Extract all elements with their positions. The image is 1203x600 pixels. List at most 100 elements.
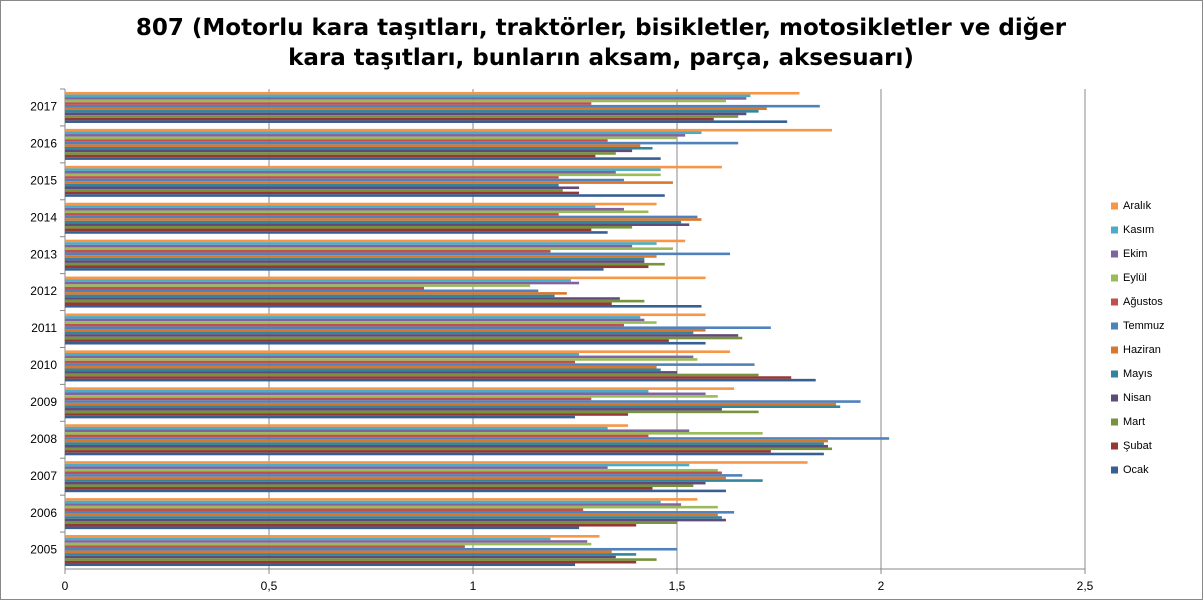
legend-label: Haziran xyxy=(1123,344,1161,356)
legend-label: Temmuz xyxy=(1123,320,1165,332)
bar xyxy=(65,518,726,522)
bar xyxy=(65,355,694,359)
bar xyxy=(65,205,596,208)
bar xyxy=(65,112,747,116)
bar xyxy=(65,183,559,187)
bar xyxy=(65,395,718,398)
legend-label: Nisan xyxy=(1123,392,1151,404)
bar xyxy=(65,558,657,561)
bar xyxy=(65,368,661,372)
bar xyxy=(65,516,722,519)
legend-label: Eylül xyxy=(1123,272,1147,284)
bar xyxy=(65,173,661,177)
legend-swatch xyxy=(1111,418,1118,426)
bar xyxy=(65,432,763,435)
y-tick-label: 2011 xyxy=(31,321,57,335)
bar xyxy=(65,94,751,98)
legend-swatch xyxy=(1111,298,1118,306)
bar xyxy=(65,426,608,430)
bar xyxy=(65,389,649,393)
legend-swatch xyxy=(1111,250,1118,258)
bar xyxy=(65,371,677,374)
bar xyxy=(65,424,629,427)
bar xyxy=(65,358,698,361)
bar xyxy=(65,115,739,118)
bar xyxy=(65,207,624,211)
x-tick-label: 1 xyxy=(470,579,477,593)
legend-label: Şubat xyxy=(1123,440,1152,452)
legend-swatch xyxy=(1111,466,1118,474)
bar xyxy=(65,329,706,332)
bar xyxy=(65,189,563,192)
bar xyxy=(65,178,624,182)
bar xyxy=(65,535,600,538)
bar xyxy=(65,360,575,364)
legend-swatch xyxy=(1111,394,1118,402)
bar xyxy=(65,302,612,305)
bar xyxy=(65,365,657,369)
bar xyxy=(65,484,694,488)
bar xyxy=(65,141,739,145)
bar xyxy=(65,220,682,224)
bar xyxy=(65,521,677,524)
bar xyxy=(65,466,608,469)
bar xyxy=(65,326,771,329)
bar xyxy=(65,299,645,303)
legend-swatch xyxy=(1111,370,1118,378)
bar xyxy=(65,410,759,414)
bar xyxy=(65,353,580,356)
bar xyxy=(65,439,828,443)
bar xyxy=(65,239,686,243)
bar xyxy=(65,244,633,248)
bar xyxy=(65,289,539,293)
bar xyxy=(65,481,706,485)
bar xyxy=(65,139,608,142)
bar xyxy=(65,223,690,226)
bar xyxy=(65,117,714,121)
bar xyxy=(65,242,657,245)
bar xyxy=(65,429,690,433)
bar xyxy=(65,503,682,506)
bar xyxy=(65,331,694,335)
bar xyxy=(65,434,649,438)
bar xyxy=(65,563,575,567)
bar xyxy=(65,392,706,396)
bar xyxy=(65,305,702,308)
bar xyxy=(65,120,788,123)
x-tick-label: 1,5 xyxy=(669,579,686,593)
bar xyxy=(65,537,551,541)
bar xyxy=(65,168,661,171)
bar xyxy=(65,181,673,184)
legend-swatch xyxy=(1111,226,1118,234)
bar xyxy=(65,397,592,401)
legend-label: Ocak xyxy=(1123,464,1149,476)
bar xyxy=(65,231,608,234)
legend-swatch xyxy=(1111,322,1118,330)
bar xyxy=(65,508,584,512)
bar xyxy=(65,186,580,190)
bar xyxy=(65,318,645,322)
bar xyxy=(65,215,698,219)
legend-label: Mart xyxy=(1123,416,1145,428)
bar xyxy=(65,297,620,300)
bar xyxy=(65,131,702,135)
legend-swatch xyxy=(1111,274,1118,282)
bar xyxy=(65,540,588,543)
bar xyxy=(65,91,800,95)
bar xyxy=(65,268,604,271)
bar xyxy=(65,363,755,366)
bar xyxy=(65,292,567,295)
bar xyxy=(65,102,592,105)
bar xyxy=(65,336,743,340)
bar xyxy=(65,461,808,464)
legend-label: Mayıs xyxy=(1123,368,1153,380)
y-tick-label: 2009 xyxy=(30,395,57,409)
bar xyxy=(65,511,735,514)
x-tick-label: 0 xyxy=(62,579,69,593)
bar xyxy=(65,408,722,411)
bar xyxy=(65,339,669,342)
y-tick-label: 2014 xyxy=(30,210,57,224)
y-tick-label: 2017 xyxy=(30,100,57,114)
bar xyxy=(65,479,763,482)
bar xyxy=(65,97,747,100)
